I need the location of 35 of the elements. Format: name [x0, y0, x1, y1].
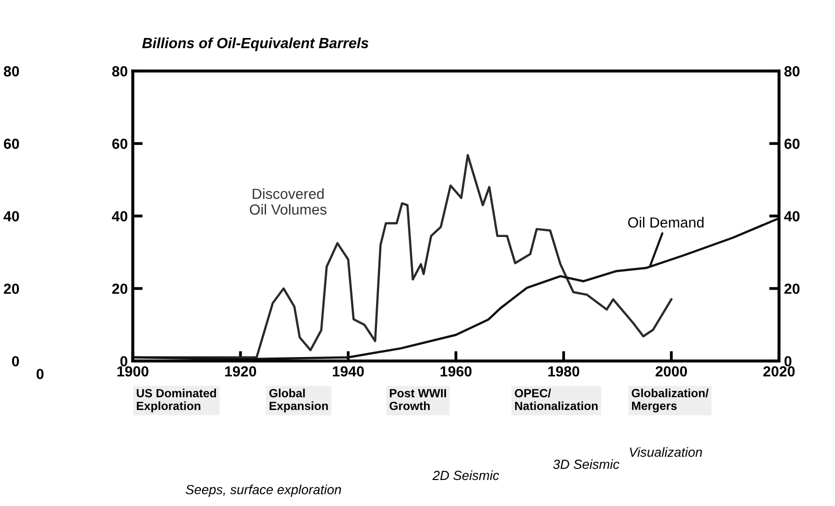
- y2-tick-label: 40: [784, 211, 800, 222]
- text: Seeps, surface exploration: [186, 484, 341, 497]
- y3-tick-label: 40: [4, 211, 19, 222]
- text: 0: [36, 368, 44, 380]
- x-tick-label: 1900: [117, 366, 148, 377]
- text: 2D Seismic: [432, 470, 500, 480]
- y-tick-label: 20: [112, 284, 128, 294]
- y3-tick-label: 20: [4, 284, 19, 294]
- y2-tick-label: 60: [784, 138, 800, 149]
- y3-tick-label: 0: [12, 356, 19, 366]
- y2-tick-label: 0: [784, 356, 792, 366]
- y-tick-label: 60: [112, 138, 128, 149]
- text: OPEC/ Nationalization: [514, 388, 598, 410]
- text: Globalization/ Mergers: [632, 388, 709, 412]
- x-tick-label: 2020: [763, 366, 795, 377]
- text: Post WWII Growth: [390, 389, 446, 410]
- x-tick-label: 1940: [332, 366, 364, 377]
- x-tick-label: 2000: [656, 366, 687, 377]
- x-tick-label: 1980: [548, 366, 580, 377]
- y3-tick-label: 60: [4, 138, 19, 149]
- text: 3D Seismic: [553, 459, 620, 469]
- y-tick-label: 0: [120, 356, 128, 366]
- y2-tick-label: 80: [784, 66, 800, 76]
- y-tick-label: 80: [112, 66, 128, 76]
- y3-tick-label: 80: [4, 66, 19, 76]
- annotation: Discovered Oil Volumes: [250, 188, 326, 215]
- x-tick-label: 1960: [440, 366, 472, 377]
- chart-title: Billions of Oil-Equivalent Barrels: [142, 38, 368, 52]
- text: US Dominated Exploration: [136, 388, 216, 412]
- text: Visualization: [630, 447, 702, 457]
- y2-tick-label: 20: [784, 284, 800, 294]
- text: Global Expansion: [269, 388, 328, 412]
- x-tick-label: 1920: [225, 366, 256, 377]
- annotation: Oil Demand: [628, 216, 704, 228]
- y-tick-label: 40: [112, 211, 128, 222]
